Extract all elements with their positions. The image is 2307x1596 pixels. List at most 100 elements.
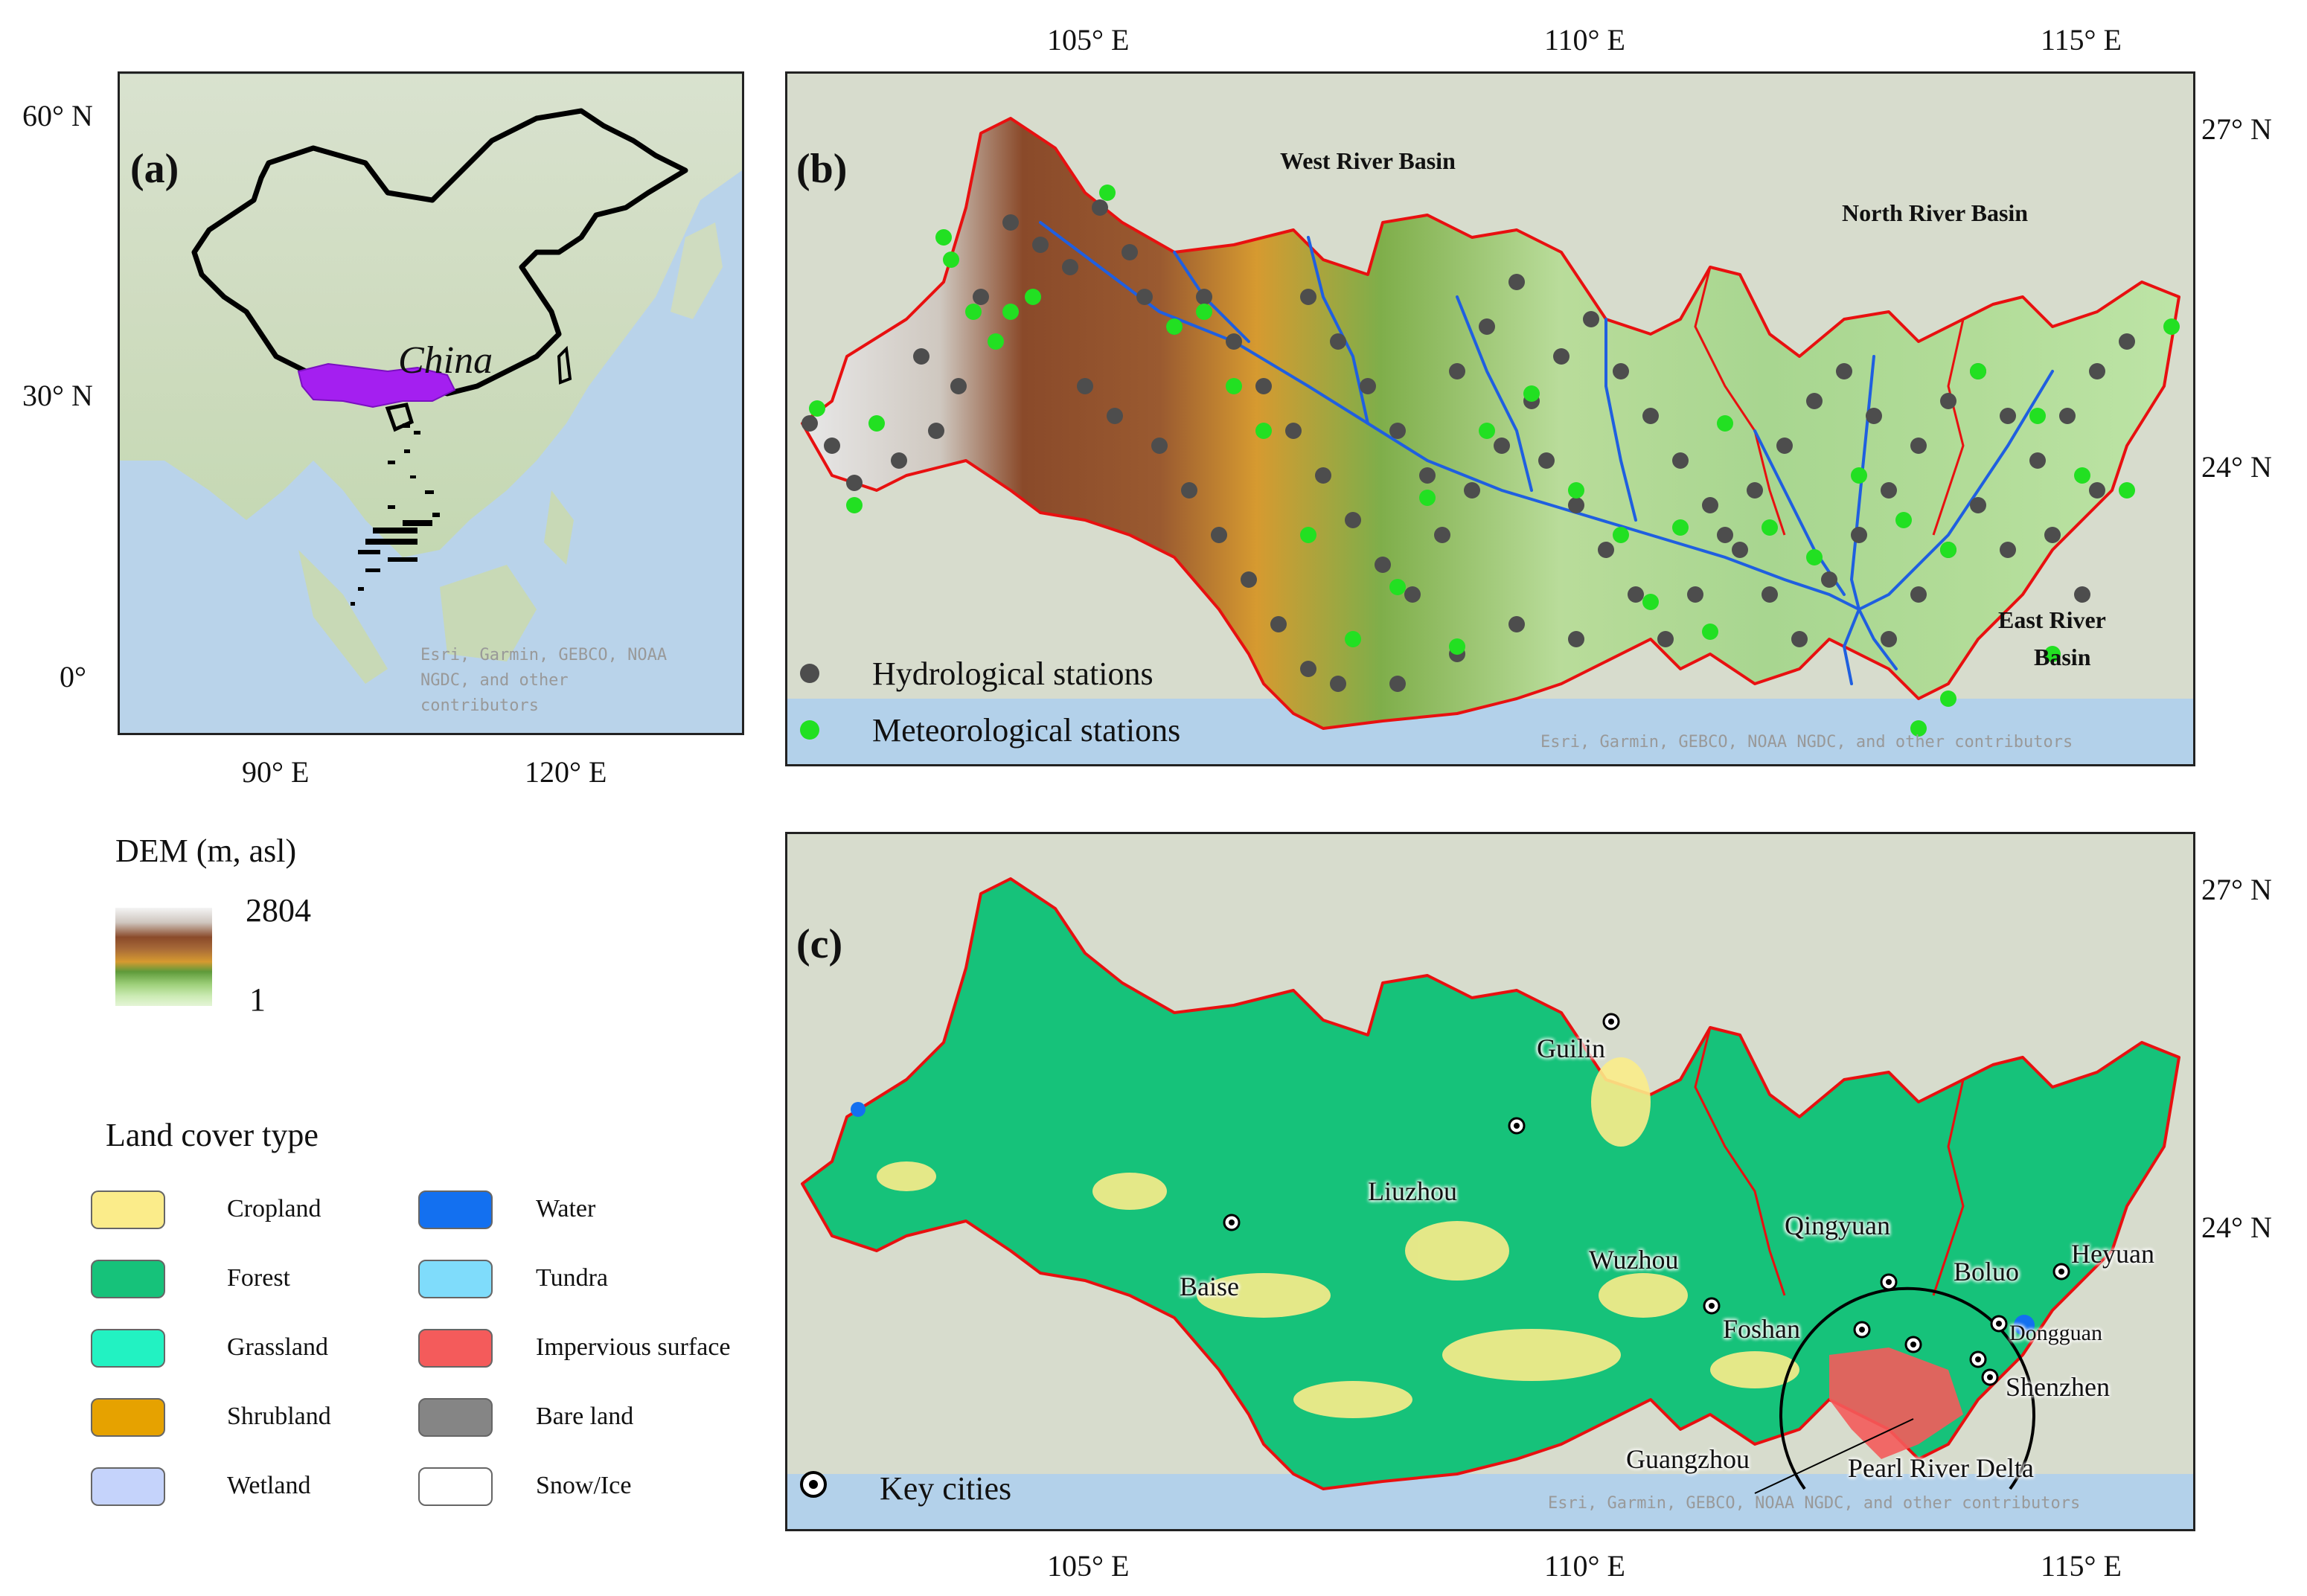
philippines-land — [544, 490, 574, 565]
sumatra-land — [298, 550, 388, 684]
landcover-label-impervious-surface: Impervious surface — [536, 1333, 731, 1361]
china-outline — [191, 108, 688, 404]
legend-meteo-label: Meteorological stations — [872, 712, 1181, 749]
c-lon-tick-110e: 110° E — [1544, 1549, 1625, 1583]
city-label-shenzhen: Shenzhen — [2006, 1372, 2110, 1402]
cropland-patches — [877, 1057, 1799, 1418]
panel-b-map — [785, 71, 2195, 766]
c-lon-tick-115e: 115° E — [2041, 1549, 2122, 1583]
city-label-heyuan: Heyuan — [2071, 1239, 2154, 1269]
panel-b-svg — [787, 117, 2193, 764]
landcover-label-wetland: Wetland — [227, 1472, 311, 1499]
panel-b-letter: (b) — [796, 146, 848, 192]
b-lat-tick-24n: 24° N — [2201, 450, 2272, 484]
east-river-basin-label-2: Basin — [2034, 644, 2091, 670]
landcover-label-cropland: Cropland — [227, 1195, 321, 1222]
legend-hydro-label: Hydrological stations — [872, 656, 1154, 692]
west-river-basin-label: West River Basin — [1280, 147, 1456, 174]
taiwan-outline — [557, 345, 572, 385]
prd-arc — [1779, 1286, 2035, 1490]
key-cities-legend-marker — [800, 1471, 827, 1498]
b-lon-tick-115e: 115° E — [2041, 23, 2122, 57]
water-east — [2014, 1315, 2035, 1336]
landcover-label-forest: Forest — [227, 1264, 290, 1292]
panel-c-sea — [787, 1474, 2193, 1529]
dem-legend-title: DEM (m, asl) — [115, 833, 297, 869]
dem-colorbar — [115, 908, 212, 1006]
lon-tick-90e: 90° E — [242, 755, 310, 789]
city-label-foshan: Foshan — [1723, 1314, 1801, 1344]
landcover-label-shrubland: Shrubland — [227, 1403, 331, 1430]
hainan-outline — [385, 403, 415, 432]
panel-c-basin — [801, 877, 2180, 1490]
panel-a-map — [118, 71, 744, 735]
c-lon-tick-105e: 105° E — [1047, 1549, 1130, 1583]
city-label-baise: Baise — [1180, 1272, 1239, 1301]
pearl-river-basin-highlight — [297, 362, 456, 408]
city-label-dongguan: Dongguan — [2009, 1321, 2102, 1345]
landcover-swatch-water — [418, 1190, 493, 1229]
b-lon-tick-110e: 110° E — [1544, 23, 1625, 57]
landcover-swatch-cropland — [91, 1190, 165, 1229]
landcover-label-tundra: Tundra — [536, 1264, 608, 1292]
meteorological-stations — [809, 185, 2180, 737]
panel-b-sea — [787, 699, 2193, 764]
landcover-swatch-forest — [91, 1260, 165, 1298]
city-label-wuzhou: Wuzhou — [1589, 1245, 1679, 1275]
panel-a-attribution-2: NGDC, and other — [420, 671, 569, 690]
panel-c-map — [785, 832, 2195, 1531]
landcover-swatch-tundra — [418, 1260, 493, 1298]
river-network — [1039, 221, 2054, 685]
borneo-land — [440, 565, 537, 661]
legend-hydro-dot — [800, 664, 819, 683]
landcover-label-bare-land: Bare land — [536, 1403, 634, 1430]
landcover-swatch-shrubland — [91, 1398, 165, 1437]
japan-land — [671, 222, 723, 319]
landcover-label-snow-ice: Snow/Ice — [536, 1472, 632, 1499]
north-river-boundary — [1694, 266, 1786, 536]
city-label-guangzhou: Guangzhou — [1626, 1444, 1750, 1474]
hydrological-stations — [801, 199, 2135, 692]
b-lat-tick-27n: 27° N — [2201, 112, 2272, 146]
landcover-swatch-bare-land — [418, 1398, 493, 1437]
key-cities-legend-label: Key cities — [880, 1470, 1012, 1507]
east-river-boundary — [1932, 318, 1965, 536]
guangzhou-leader — [1754, 1418, 1914, 1494]
south-sea-islands — [351, 423, 440, 606]
north-river-basin-label: North River Basin — [1842, 199, 2029, 226]
c-lat-tick-27n: 27° N — [2201, 873, 2272, 906]
panel-a-letter: (a) — [130, 146, 179, 192]
dem-legend-min: 1 — [249, 981, 266, 1018]
lon-tick-120e: 120° E — [525, 755, 607, 789]
landcover-label-grassland: Grassland — [227, 1333, 328, 1361]
asia-landmass — [120, 74, 742, 557]
lat-tick-0: 0° — [60, 660, 86, 693]
city-label-qingyuan: Qingyuan — [1785, 1211, 1890, 1240]
water-west — [851, 1102, 865, 1117]
impervious-prd — [1829, 1347, 1963, 1459]
panel-a-attribution-1: Esri, Garmin, GEBCO, NOAA — [420, 646, 668, 664]
landcover-swatch-grassland — [91, 1329, 165, 1368]
landcover-swatch-wetland — [91, 1467, 165, 1506]
panel-c-letter: (c) — [796, 921, 843, 967]
landcover-swatch-impervious-surface — [418, 1329, 493, 1368]
east-river-basin-label-1: East River — [1998, 606, 2106, 633]
panel-b-attribution: Esri, Garmin, GEBCO, NOAA NGDC, and othe… — [1540, 733, 2073, 751]
dem-legend-max: 2804 — [246, 892, 311, 929]
lat-tick-60n: 60° N — [22, 99, 93, 132]
panel-a-svg — [120, 74, 742, 684]
city-label-guilin: Guilin — [1537, 1033, 1606, 1063]
landcover-label-water: Water — [536, 1195, 596, 1222]
key-city-markers — [1223, 1013, 2070, 1386]
lat-tick-30n: 30° N — [22, 379, 93, 412]
panel-a-attribution-3: contributors — [420, 696, 539, 715]
panel-c-attribution: Esri, Garmin, GEBCO, NOAA NGDC, and othe… — [1548, 1494, 2081, 1513]
c-lat-tick-24n: 24° N — [2201, 1211, 2272, 1244]
b-lon-tick-105e: 105° E — [1047, 23, 1130, 57]
panel-c-svg — [787, 877, 2193, 1529]
city-label-boluo: Boluo — [1954, 1257, 2020, 1286]
legend-meteo-dot — [800, 720, 819, 740]
china-label: China — [398, 339, 493, 382]
landcover-swatch-snow-ice — [418, 1467, 493, 1506]
prd-label: Pearl River Delta — [1848, 1453, 2034, 1483]
